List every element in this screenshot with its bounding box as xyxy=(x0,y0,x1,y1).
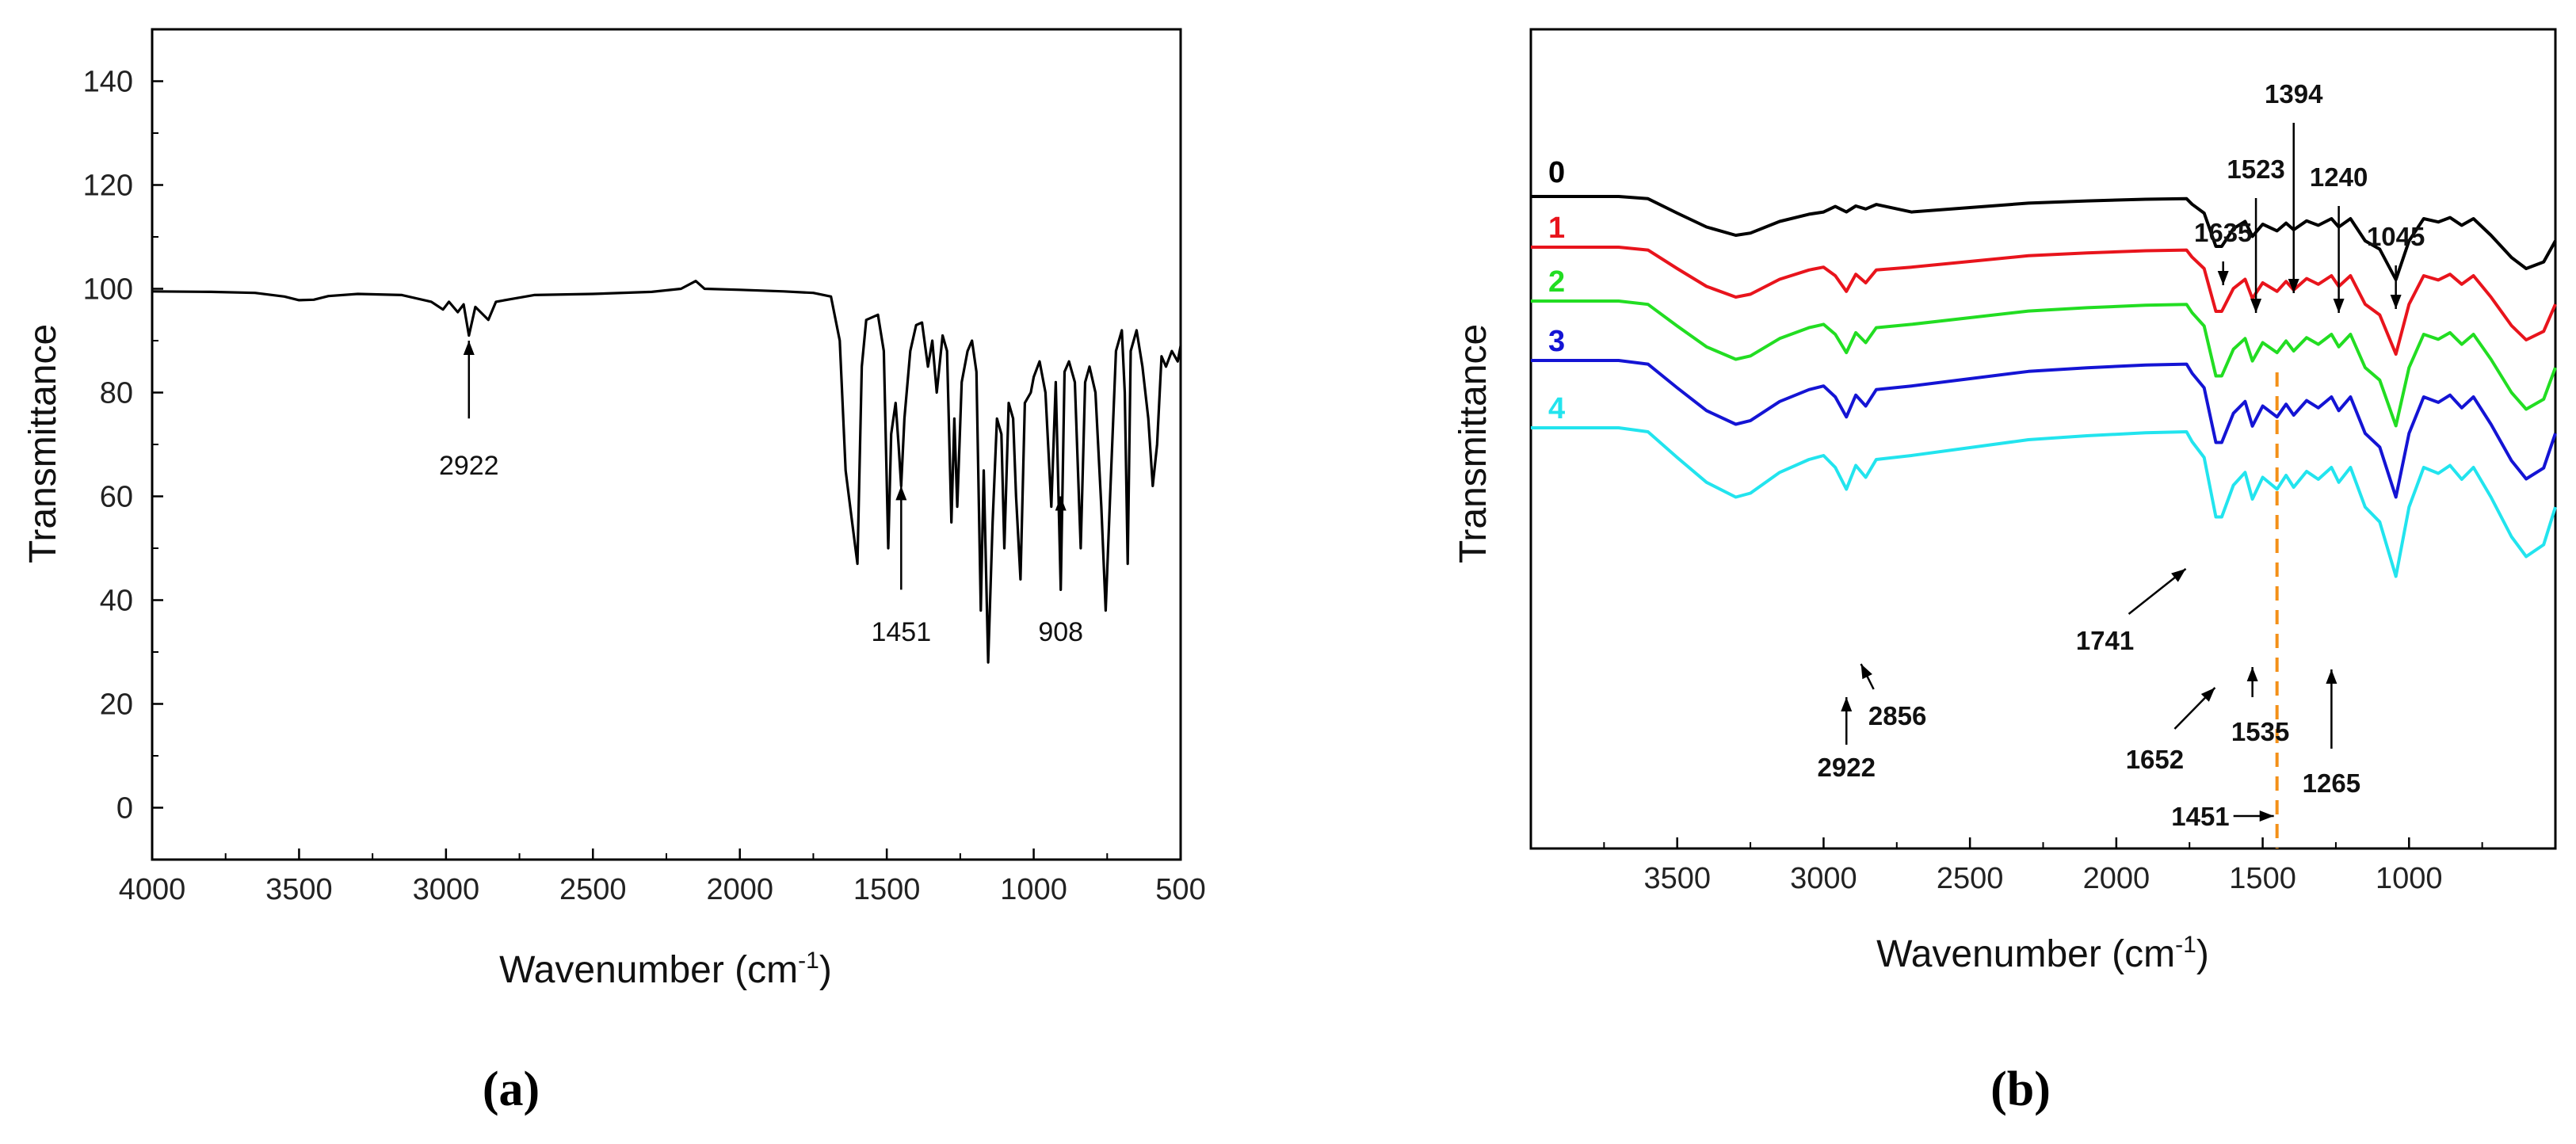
panel-a-x-tick-label: 3500 xyxy=(265,873,333,906)
panel-a-arrow-2922-head xyxy=(463,341,475,355)
panel-a-plot-frame xyxy=(151,28,1182,861)
panel-b-annotation-2856: 2856 xyxy=(1868,701,1926,730)
panel-a-x-tick-label: 2000 xyxy=(706,873,773,906)
panel-b-x-tick-label: 3500 xyxy=(1643,862,1711,895)
panel-b-x-tick-label: 1500 xyxy=(2229,862,2296,895)
panel-b-arrow-1265-head xyxy=(2326,669,2337,684)
panel-a-y-tick-label: 60 xyxy=(100,481,133,514)
panel-a-y-axis-title: Transmittance xyxy=(22,324,64,563)
panel-b-series-label-3: 3 xyxy=(1548,325,1565,358)
panel-b-arrow-1045-head xyxy=(2390,295,2402,309)
panel-b-arrow-1635-head xyxy=(2217,271,2229,285)
panel-b-spectrum-4 xyxy=(1531,426,2557,578)
panel-b-annotation-1741: 1741 xyxy=(2076,626,2134,655)
panel-b-x-tick-label: 2500 xyxy=(1937,862,2004,895)
panel-a-x-tick-label: 2500 xyxy=(559,873,627,906)
panel-a-annotation-1451: 1451 xyxy=(871,617,931,647)
panel-a-x-tick-label: 4000 xyxy=(119,873,186,906)
panel-a-x-tick-label: 1000 xyxy=(1000,873,1067,906)
panel-a-x-tick-label: 1500 xyxy=(853,873,921,906)
panel-b-annotation-1652: 1652 xyxy=(2126,745,2184,774)
panel-b-arrow-1240-head xyxy=(2333,299,2345,313)
panel-b-annotation-1535: 1535 xyxy=(2231,717,2289,746)
panel-a-label: (a) xyxy=(483,1062,540,1116)
panel-b-arrow-1652-head xyxy=(2200,688,2215,702)
panel-a-annotation-2922: 2922 xyxy=(439,451,499,481)
panel-a-y-tick-label: 20 xyxy=(100,688,133,722)
panel-b-annotations: 1635 1523 1394 1240 1045 2922 2856 1741 1652 1535… xyxy=(1818,79,2425,798)
panel-a: 4000 3500 3000 2500 2000 1500 1000 500 0 20 40 60 80… xyxy=(22,28,1206,991)
panel-a-x-tick-label: 500 xyxy=(1155,873,1205,906)
panel-b-marker-line: 1451 xyxy=(2171,372,2279,848)
panel-b: 3500 3000 2500 2000 1500 1000 0 1 2 3 4 1451 1635… xyxy=(1452,28,2557,975)
panel-a-x-axis-title: Wavenumber (cm-1) xyxy=(499,948,832,991)
panel-a-annotation-908: 908 xyxy=(1038,617,1083,647)
panel-b-annotation-1523: 1523 xyxy=(2227,154,2284,184)
panel-b-series: 0 1 2 3 4 xyxy=(1531,156,2557,578)
panel-a-y-tick-label: 140 xyxy=(83,66,133,99)
panel-b-annotation-1045: 1045 xyxy=(2367,222,2425,251)
panel-a-y-tick-label: 40 xyxy=(100,585,133,618)
panel-b-series-label-0: 0 xyxy=(1548,156,1565,189)
panel-a-ticks: 4000 3500 3000 2500 2000 1500 1000 500 0 20 40 60 80… xyxy=(83,29,1206,906)
panel-b-arrow-1741-head xyxy=(2171,569,2186,582)
panel-b-series-label-4: 4 xyxy=(1548,392,1565,425)
panel-b-x-axis-title: Wavenumber (cm-1) xyxy=(1876,932,2209,975)
panel-a-arrow-1451-head xyxy=(895,486,907,501)
panel-b-annotation-1394: 1394 xyxy=(2265,79,2323,109)
panel-b-spectrum-3 xyxy=(1531,359,2557,499)
panel-a-y-tick-label: 100 xyxy=(83,273,133,307)
panel-b-annotation-2922: 2922 xyxy=(1818,753,1876,782)
panel-a-y-tick-label: 0 xyxy=(116,792,133,826)
panel-b-y-axis-title: Transmittance xyxy=(1452,324,1494,563)
panel-a-annotations: 2922 1451 908 xyxy=(439,341,1083,647)
panel-b-ticks: 3500 3000 2500 2000 1500 1000 xyxy=(1603,837,2483,895)
panel-b-arrow-2856-head xyxy=(1860,664,1872,680)
panel-b-series-label-2: 2 xyxy=(1548,265,1565,299)
panel-a-y-tick-label: 80 xyxy=(100,377,133,410)
panel-b-x-tick-label: 3000 xyxy=(1790,862,1857,895)
panel-b-annotation-1240: 1240 xyxy=(2310,162,2368,192)
panel-b-marker-label: 1451 xyxy=(2171,802,2229,831)
panel-a-series xyxy=(151,280,1182,664)
panel-b-arrow-2922-head xyxy=(1841,697,1853,711)
panel-b-annotation-1635: 1635 xyxy=(2194,218,2252,247)
panel-b-spectrum-0 xyxy=(1531,195,2557,281)
panel-a-x-tick-label: 3000 xyxy=(413,873,480,906)
panel-a-y-tick-label: 120 xyxy=(83,170,133,203)
panel-b-arrow-1394-head xyxy=(2288,279,2299,293)
panel-a-spectrum-line xyxy=(151,280,1182,664)
panel-b-marker-arrow-head xyxy=(2259,810,2274,822)
panel-b-x-tick-label: 1000 xyxy=(2376,862,2443,895)
panel-b-spectrum-1 xyxy=(1531,246,2557,356)
panel-b-arrow-1523-head xyxy=(2250,299,2262,313)
panel-b-label: (b) xyxy=(1990,1062,2051,1116)
panel-b-spectrum-2 xyxy=(1531,299,2557,428)
panel-b-arrow-1535-head xyxy=(2246,667,2258,681)
panel-b-annotation-1265: 1265 xyxy=(2303,768,2360,798)
panel-a-arrow-908-head xyxy=(1055,496,1067,511)
panel-b-series-label-1: 1 xyxy=(1548,212,1565,245)
panel-b-x-tick-label: 2000 xyxy=(2083,862,2150,895)
